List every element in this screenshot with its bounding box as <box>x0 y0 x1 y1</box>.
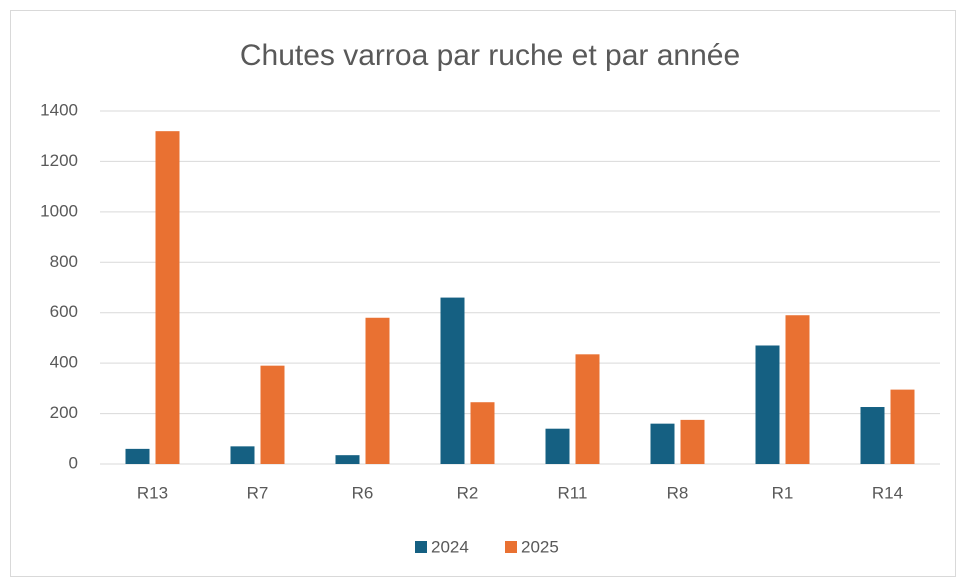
bar <box>260 365 285 464</box>
legend-swatch <box>415 541 427 553</box>
y-tick-label: 600 <box>50 302 78 321</box>
bar <box>650 423 675 464</box>
y-tick-label: 200 <box>50 403 78 422</box>
bar <box>365 317 390 464</box>
x-tick-label: R13 <box>137 483 168 502</box>
y-tick-label: 1200 <box>40 151 78 170</box>
bar <box>470 402 495 464</box>
x-tick-label: R6 <box>352 483 374 502</box>
bar <box>440 297 465 464</box>
chart-title: Chutes varroa par ruche et par année <box>240 39 740 72</box>
x-tick-label: R8 <box>667 483 689 502</box>
y-tick-label: 1400 <box>40 100 78 119</box>
legend-swatch <box>505 541 517 553</box>
bar <box>755 345 780 464</box>
y-tick-label: 400 <box>50 353 78 372</box>
bar <box>890 389 915 464</box>
bar <box>155 131 180 464</box>
bar <box>335 455 360 464</box>
bar <box>125 448 150 464</box>
bar <box>860 407 885 464</box>
y-tick-label: 1000 <box>40 201 78 220</box>
y-tick-label: 0 <box>69 453 78 472</box>
x-tick-label: R7 <box>247 483 269 502</box>
legend-label: 2025 <box>521 537 559 556</box>
legend-label: 2024 <box>431 537 469 556</box>
y-tick-label: 800 <box>50 252 78 271</box>
x-tick-label: R11 <box>558 483 588 502</box>
x-tick-label: R2 <box>457 483 479 502</box>
x-tick-label: R14 <box>872 483 903 502</box>
bar <box>230 446 255 464</box>
bar <box>545 428 570 464</box>
bar <box>785 315 810 464</box>
x-tick-label: R1 <box>772 483 794 502</box>
bar <box>680 419 705 464</box>
bar <box>575 354 600 464</box>
